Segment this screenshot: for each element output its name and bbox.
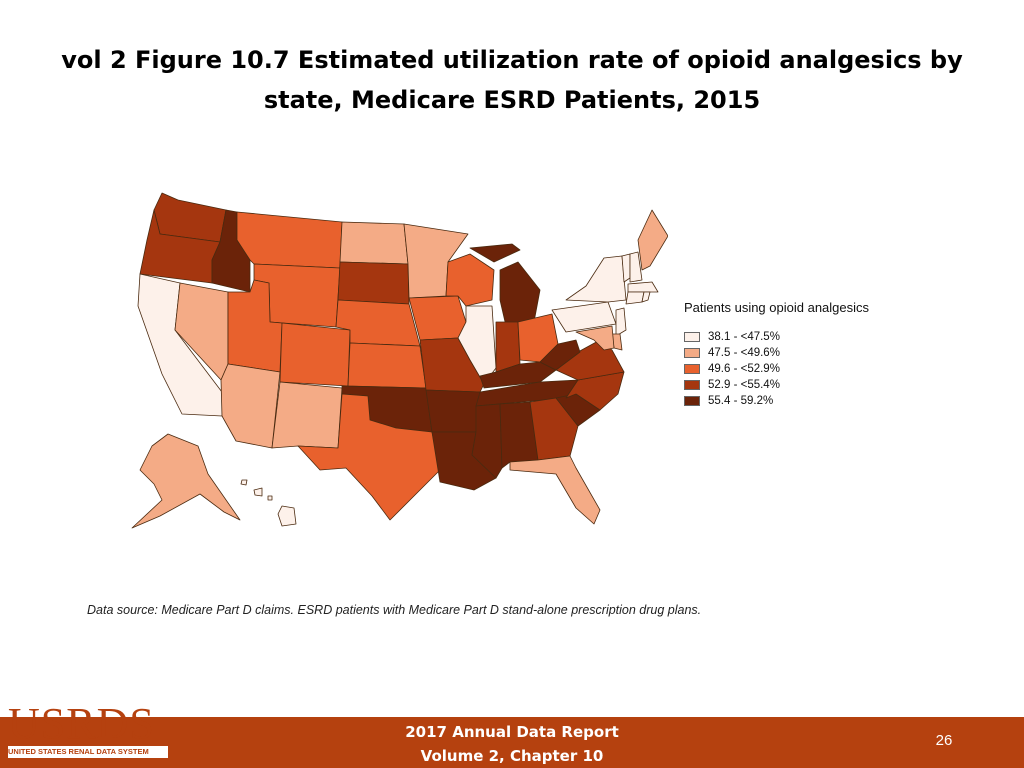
state-connecticut [625,291,645,305]
state-florida [509,455,601,525]
legend-item: 55.4 - 59.2% [684,393,924,408]
legend-label: 38.1 - <47.5% [708,330,780,343]
state-texas [297,393,441,521]
state-new-york [565,255,627,303]
state-south-dakota [337,261,410,305]
legend-label: 52.9 - <55.4% [708,378,780,391]
state-new-hampshire [629,251,643,283]
page-title: vol 2 Figure 10.7 Estimated utilization … [61,46,963,114]
state-arizona [220,363,281,449]
state-maryland [575,325,615,351]
legend-swatch [684,347,700,358]
legend-label: 55.4 - 59.2% [708,394,774,407]
state-kansas [347,342,427,389]
state-new-jersey [615,307,627,337]
data-source-note: Data source: Medicare Part D claims. ESR… [87,603,702,617]
state-colorado [279,322,351,387]
legend-item: 49.6 - <52.9% [684,361,924,376]
state-rhode-island [641,291,651,303]
legend-swatch [684,331,700,342]
state-maine [637,209,668,271]
state-alaska [131,433,241,529]
legend-item: 38.1 - <47.5% [684,329,924,344]
state-hawaii [240,479,297,527]
state-massachusetts [627,281,659,293]
legend-swatch [684,395,700,406]
logo-subtext: UNITED STATES RENAL DATA SYSTEM [8,746,168,758]
footer-bar [0,717,1024,768]
state-new-mexico [271,381,343,449]
page-number: 26 [935,732,953,749]
legend-item: 47.5 - <49.6% [684,345,924,360]
legend-swatch [684,363,700,374]
report-info: 2017 Annual Data Report Volume 2, Chapte… [312,720,712,768]
state-north-dakota [339,221,409,265]
state-indiana [495,321,521,373]
report-title: 2017 Annual Data Report [405,723,619,741]
map-legend: Patients using opioid analgesics 38.1 - … [684,300,924,409]
state-illinois [457,305,497,385]
legend-item: 52.9 - <55.4% [684,377,924,392]
state-montana [236,211,343,269]
state-iowa [408,295,467,341]
state-georgia [529,397,579,461]
legend-title: Patients using opioid analgesics [684,300,870,315]
logo-text: USRDS [8,699,155,748]
state-wisconsin [445,253,495,307]
legend-label: 49.6 - <52.9% [708,362,780,375]
legend-label: 47.5 - <49.6% [708,346,780,359]
legend-swatch [684,379,700,390]
report-volume: Volume 2, Chapter 10 [420,747,604,765]
us-choropleth-map [131,192,668,529]
state-arkansas [425,389,481,433]
usrds-logo: USRDS UNITED STATES RENAL DATA SYSTEM [8,700,168,760]
state-west-virginia [539,339,581,371]
